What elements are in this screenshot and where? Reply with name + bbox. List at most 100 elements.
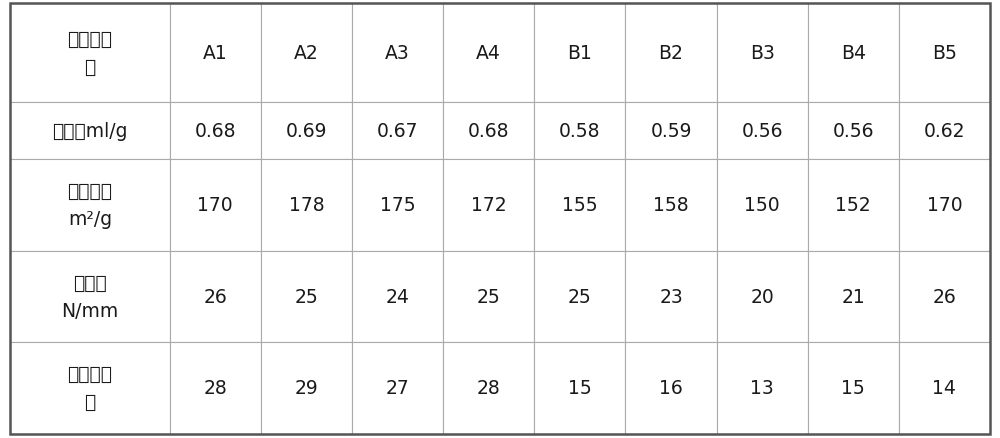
Bar: [534, 102, 625, 159]
Text: 25: 25: [568, 287, 592, 306]
Bar: [808, 251, 899, 342]
Bar: [352, 251, 443, 342]
Bar: [808, 159, 899, 251]
Bar: [261, 159, 352, 251]
Bar: [625, 251, 717, 342]
Bar: [443, 159, 534, 251]
Bar: [443, 102, 534, 159]
Bar: [899, 4, 990, 102]
Bar: [10, 4, 170, 102]
Bar: [170, 4, 261, 102]
Text: 0.62: 0.62: [924, 122, 965, 141]
Text: 29: 29: [295, 378, 318, 397]
Bar: [899, 159, 990, 251]
Text: 13: 13: [750, 378, 774, 397]
Text: 170: 170: [197, 196, 233, 215]
Bar: [261, 102, 352, 159]
Bar: [899, 251, 990, 342]
Bar: [10, 251, 170, 342]
Bar: [808, 102, 899, 159]
Bar: [625, 4, 717, 102]
Text: A4: A4: [476, 44, 501, 63]
Text: 172: 172: [471, 196, 507, 215]
Bar: [717, 102, 808, 159]
Text: B5: B5: [932, 44, 957, 63]
Text: B4: B4: [841, 44, 866, 63]
Bar: [717, 159, 808, 251]
Text: 0.56: 0.56: [741, 122, 783, 141]
Bar: [10, 342, 170, 434]
Text: 26: 26: [203, 287, 227, 306]
Text: 20: 20: [750, 287, 774, 306]
Text: 14: 14: [932, 378, 956, 397]
Bar: [808, 4, 899, 102]
Bar: [352, 4, 443, 102]
Bar: [261, 251, 352, 342]
Text: B2: B2: [659, 44, 683, 63]
Text: 26: 26: [933, 287, 956, 306]
Text: 0.69: 0.69: [286, 122, 327, 141]
Bar: [808, 342, 899, 434]
Text: 0.58: 0.58: [559, 122, 601, 141]
Bar: [717, 342, 808, 434]
Bar: [443, 342, 534, 434]
Bar: [261, 342, 352, 434]
Text: 175: 175: [380, 196, 415, 215]
Text: 25: 25: [295, 287, 318, 306]
Bar: [443, 251, 534, 342]
Bar: [625, 159, 717, 251]
Bar: [899, 342, 990, 434]
Text: 0.56: 0.56: [833, 122, 874, 141]
Text: 催化剂性
质: 催化剂性 质: [67, 30, 112, 77]
Text: 155: 155: [562, 196, 598, 215]
Bar: [443, 4, 534, 102]
Text: 150: 150: [744, 196, 780, 215]
Text: 28: 28: [477, 378, 501, 397]
Text: 0.68: 0.68: [195, 122, 236, 141]
Text: 24: 24: [386, 287, 410, 306]
Text: A1: A1: [203, 44, 228, 63]
Text: 152: 152: [835, 196, 871, 215]
Text: 158: 158: [653, 196, 689, 215]
Text: A3: A3: [385, 44, 410, 63]
Bar: [170, 342, 261, 434]
Text: 15: 15: [841, 378, 865, 397]
Bar: [717, 251, 808, 342]
Bar: [10, 159, 170, 251]
Text: 178: 178: [289, 196, 324, 215]
Bar: [625, 342, 717, 434]
Text: 0.68: 0.68: [468, 122, 509, 141]
Bar: [534, 4, 625, 102]
Text: 170: 170: [927, 196, 962, 215]
Bar: [352, 159, 443, 251]
Text: 0.59: 0.59: [650, 122, 692, 141]
Text: 最可几孔
径: 最可几孔 径: [67, 364, 112, 411]
Bar: [10, 102, 170, 159]
Bar: [899, 102, 990, 159]
Bar: [261, 4, 352, 102]
Text: 强度，
N/mm: 强度， N/mm: [61, 273, 118, 320]
Bar: [625, 102, 717, 159]
Bar: [352, 342, 443, 434]
Bar: [170, 251, 261, 342]
Text: 15: 15: [568, 378, 592, 397]
Text: 0.67: 0.67: [377, 122, 418, 141]
Text: 比表面，
m²/g: 比表面， m²/g: [67, 182, 112, 229]
Bar: [717, 4, 808, 102]
Text: B3: B3: [750, 44, 775, 63]
Bar: [534, 251, 625, 342]
Text: 23: 23: [659, 287, 683, 306]
Text: A2: A2: [294, 44, 319, 63]
Bar: [534, 159, 625, 251]
Bar: [534, 342, 625, 434]
Bar: [170, 102, 261, 159]
Bar: [170, 159, 261, 251]
Text: 16: 16: [659, 378, 683, 397]
Text: 21: 21: [841, 287, 865, 306]
Text: 孔容，ml/g: 孔容，ml/g: [52, 122, 128, 141]
Text: 28: 28: [203, 378, 227, 397]
Text: B1: B1: [567, 44, 592, 63]
Text: 27: 27: [386, 378, 409, 397]
Bar: [352, 102, 443, 159]
Text: 25: 25: [477, 287, 501, 306]
